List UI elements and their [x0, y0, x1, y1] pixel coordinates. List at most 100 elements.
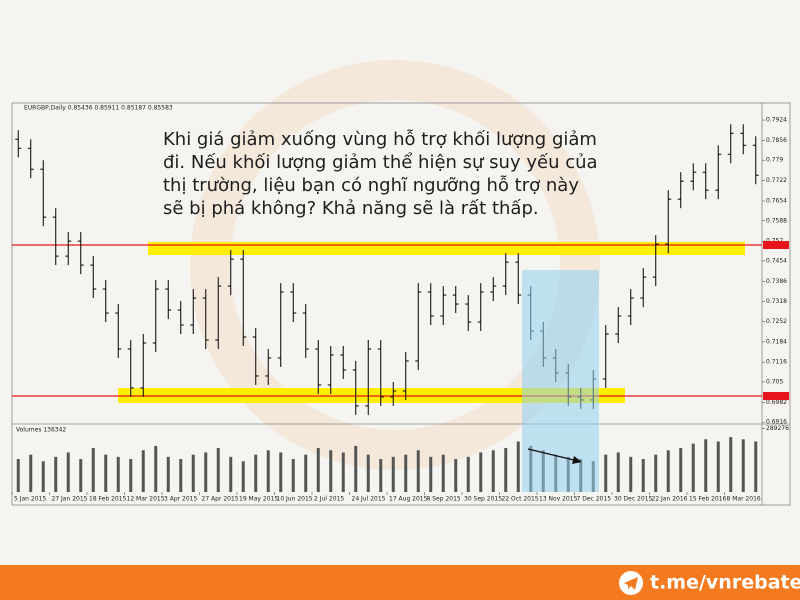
y-tick-label: 0.7386	[766, 278, 787, 285]
volume-bar	[16, 459, 20, 492]
y-tick-label: 0.7116	[766, 359, 787, 366]
level-marker	[763, 241, 789, 250]
volume-bar	[304, 454, 308, 492]
volume-bar	[91, 448, 95, 492]
volume-bar	[154, 445, 158, 492]
volume-bar	[129, 459, 133, 492]
volume-bar	[416, 450, 420, 492]
volume-bar	[641, 459, 645, 492]
x-tick-label: 8 Sep 2015	[427, 496, 461, 503]
x-tick-label: 27 Jan 2015	[52, 496, 88, 503]
volume-bar	[479, 452, 483, 492]
volume-bar	[741, 439, 745, 492]
footer-link[interactable]: t.me/vnrebates	[650, 572, 800, 594]
volume-bar	[466, 456, 470, 492]
y-tick-label: 0.7318	[766, 298, 787, 305]
arrow	[527, 448, 579, 462]
volume-label: Volumes 136342	[16, 427, 66, 434]
volume-bar	[504, 448, 508, 492]
volume-bar	[666, 450, 670, 492]
annotation: Khi giá giảm xuống vùng hỗ trợ khối lượn…	[163, 129, 597, 150]
y-tick-label: 0.779	[766, 157, 783, 164]
volume-bar	[179, 459, 183, 492]
arrow-head	[572, 456, 582, 464]
volume-bar	[679, 448, 683, 492]
volume-bar	[141, 450, 145, 492]
volume-bar	[704, 439, 708, 492]
x-tick-label: 7 Dec 2015	[577, 496, 612, 503]
annotation: thị trường, liệu bạn có nghĩ ngưỡng hỗ t…	[163, 175, 579, 196]
volume-bar	[366, 454, 370, 492]
volume-bar	[429, 456, 433, 492]
y-tick-label: 0.7454	[766, 257, 787, 264]
volume-bar	[691, 443, 695, 492]
x-tick-label: 3 Apr 2015	[164, 496, 197, 503]
volume-bar	[54, 456, 58, 492]
annotation: đi. Nếu khối lượng giảm thể hiện sự suy …	[163, 152, 598, 173]
y-tick-label: 0.7588	[766, 217, 787, 224]
annotation: sẽ bị phá không? Khả năng sẽ là rất thấp…	[163, 198, 539, 219]
level-marker	[763, 392, 789, 401]
x-tick-label: 22 Oct 2015	[502, 496, 539, 503]
x-tick-label: 12 Mar 2015	[127, 496, 165, 503]
volume-bar	[454, 459, 458, 492]
y-tick-label: 0.7184	[766, 338, 787, 345]
y-tick-label: 0.7654	[766, 197, 787, 204]
highlight-zone	[522, 270, 599, 492]
volume-bar	[66, 452, 70, 492]
y2-tick-label: 289276	[766, 425, 789, 432]
volume-bar	[166, 456, 170, 492]
volume-bar	[254, 454, 258, 492]
volume-bar	[116, 456, 120, 492]
y-tick-label: 0.6916	[766, 419, 787, 426]
y-tick-label: 0.7856	[766, 137, 787, 144]
x-tick-label: 2 Jul 2015	[314, 496, 344, 503]
volume-bar	[291, 459, 295, 492]
volume-bar	[379, 459, 383, 492]
volume-bar	[729, 437, 733, 492]
telegram-plane	[624, 577, 638, 590]
y-tick-label: 0.7924	[766, 117, 787, 124]
volume-bar	[229, 456, 233, 492]
volume-bar	[279, 452, 283, 492]
x-tick-label: 15 Feb 2016	[689, 496, 727, 503]
x-tick-label: 27 Apr 2015	[202, 496, 239, 503]
y-tick-label: 0.705	[766, 378, 783, 385]
volume-bar	[104, 454, 108, 492]
y-tick-label: 0.6982	[766, 399, 787, 406]
y-tick-label: 0.7252	[766, 318, 787, 325]
plot: 0.79240.78560.7790.77220.76540.75880.752…	[11, 117, 789, 503]
volume-bar	[516, 441, 520, 492]
volume-bar	[191, 454, 195, 492]
volume-bar	[354, 445, 358, 492]
volume-bar	[329, 450, 333, 492]
volume-bar	[341, 452, 345, 492]
volume-bar	[491, 450, 495, 492]
x-tick-label: 24 Jul 2015	[352, 496, 386, 503]
chart-header: EURGBP,Daily 0.85436 0.85911 0.85187 0.8…	[24, 105, 173, 112]
volume-bar	[316, 448, 320, 492]
x-tick-label: 30 Dec 2015	[614, 496, 653, 503]
volume-bar	[441, 454, 445, 492]
watermark	[190, 60, 600, 470]
volume-bar	[604, 454, 608, 492]
footer-bar	[0, 565, 800, 600]
volume-bar	[266, 450, 270, 492]
volume-bar	[404, 454, 408, 492]
volume-bar	[654, 454, 658, 492]
x-tick-label: 10 Jun 2015	[277, 496, 313, 503]
volume-bar	[204, 452, 208, 492]
x-tick-label: 22 Jan 2016	[652, 496, 688, 503]
volume-bar	[41, 461, 45, 492]
volume-bar	[616, 452, 620, 492]
x-tick-label: 19 May 2015	[239, 496, 278, 503]
volume-bar	[29, 454, 33, 492]
chart-frame	[11, 102, 791, 506]
x-tick-label: 30 Sep 2015	[464, 496, 502, 503]
x-tick-label: 8 Mar 2016	[727, 496, 761, 503]
volume-bar	[391, 456, 395, 492]
x-tick-label: 18 Feb 2015	[89, 496, 127, 503]
volume-bar	[216, 448, 220, 492]
